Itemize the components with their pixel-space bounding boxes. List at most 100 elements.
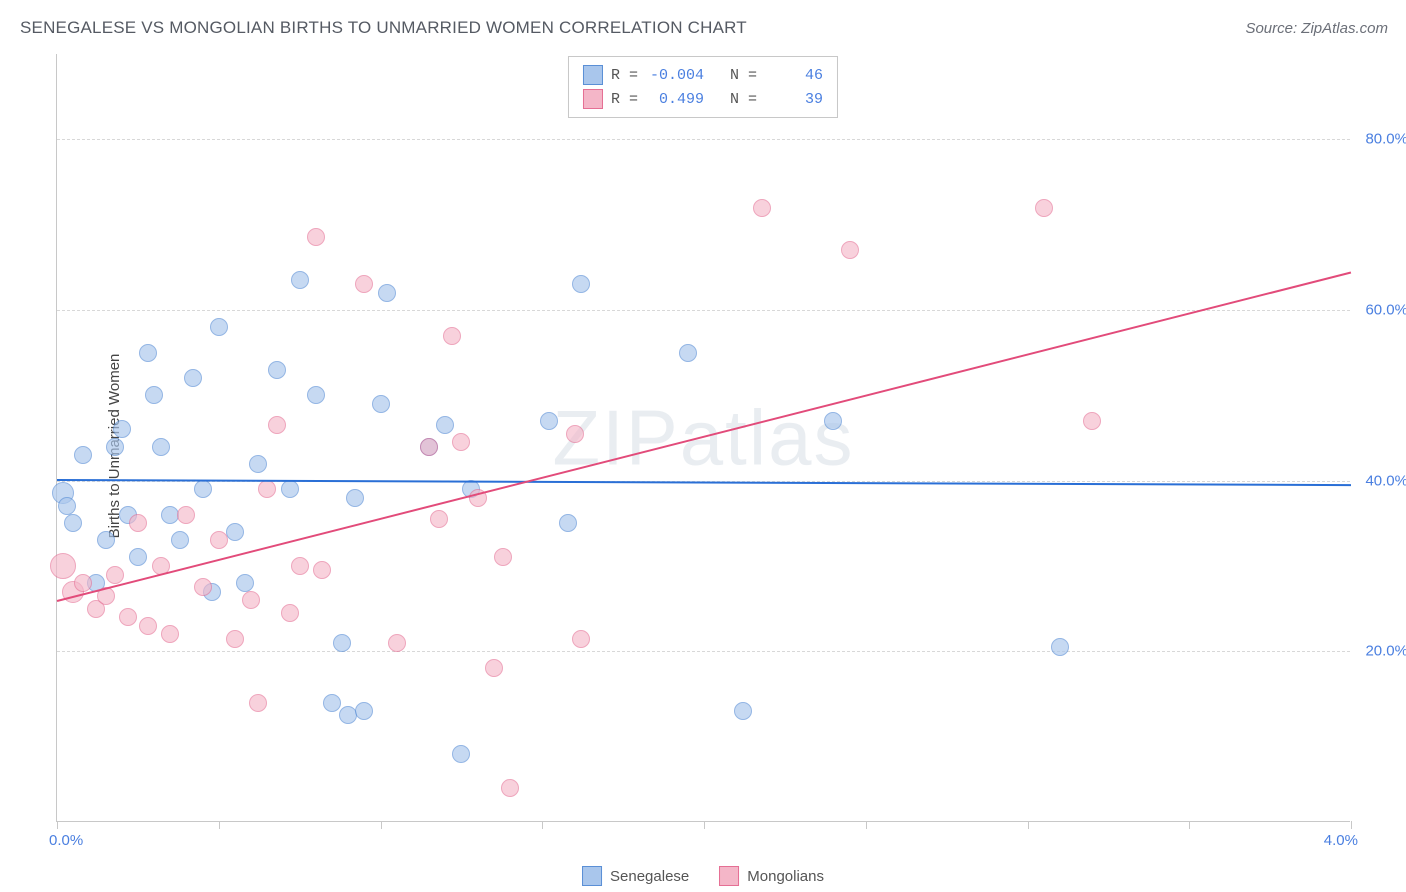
stats-n-value-mongolians: 39	[765, 91, 823, 108]
scatter-point	[430, 510, 448, 528]
scatter-point	[372, 395, 390, 413]
scatter-point	[152, 438, 170, 456]
legend-item-mongolians: Mongolians	[719, 866, 824, 886]
y-tick-label: 60.0%	[1358, 302, 1406, 319]
scatter-point	[753, 199, 771, 217]
scatter-point	[1035, 199, 1053, 217]
stats-n-label: N =	[730, 67, 757, 84]
stats-n-value-senegalese: 46	[765, 67, 823, 84]
stats-r-label: R =	[611, 91, 638, 108]
x-tick	[542, 821, 543, 829]
chart-plot-area: ZIPatlas 20.0%40.0%60.0%80.0% 0.0% 4.0%	[56, 54, 1350, 822]
scatter-point	[281, 604, 299, 622]
scatter-point	[281, 480, 299, 498]
scatter-point	[540, 412, 558, 430]
correlation-stats-box: R = -0.004 N = 46 R = 0.499 N = 39	[568, 56, 838, 118]
scatter-point	[501, 779, 519, 797]
scatter-point	[485, 659, 503, 677]
scatter-point	[58, 497, 76, 515]
stats-r-value-senegalese: -0.004	[646, 67, 704, 84]
scatter-point	[1083, 412, 1101, 430]
scatter-point	[226, 630, 244, 648]
scatter-point	[106, 566, 124, 584]
x-axis-min-label: 0.0%	[49, 832, 83, 849]
stats-row-senegalese: R = -0.004 N = 46	[583, 63, 823, 87]
x-tick	[1189, 821, 1190, 829]
trend-line	[57, 272, 1351, 602]
scatter-point	[355, 702, 373, 720]
x-axis-max-label: 4.0%	[1324, 832, 1358, 849]
scatter-point	[268, 416, 286, 434]
x-tick	[1028, 821, 1029, 829]
scatter-point	[236, 574, 254, 592]
scatter-point	[177, 506, 195, 524]
scatter-point	[226, 523, 244, 541]
scatter-point	[355, 275, 373, 293]
scatter-point	[443, 327, 461, 345]
gridline-h	[57, 139, 1350, 140]
legend-swatch-senegalese	[582, 866, 602, 886]
legend-swatch-mongolians	[719, 866, 739, 886]
scatter-point	[210, 531, 228, 549]
scatter-point	[291, 557, 309, 575]
scatter-point	[119, 608, 137, 626]
page-root: SENEGALESE VS MONGOLIAN BIRTHS TO UNMARR…	[0, 0, 1406, 892]
scatter-point	[161, 625, 179, 643]
scatter-point	[97, 531, 115, 549]
scatter-point	[74, 446, 92, 464]
scatter-point	[841, 241, 859, 259]
scatter-point	[242, 591, 260, 609]
scatter-point	[559, 514, 577, 532]
scatter-point	[106, 438, 124, 456]
scatter-point	[452, 745, 470, 763]
scatter-point	[249, 455, 267, 473]
scatter-point	[307, 228, 325, 246]
stats-r-value-mongolians: 0.499	[646, 91, 704, 108]
scatter-point	[452, 433, 470, 451]
scatter-point	[420, 438, 438, 456]
scatter-point	[194, 480, 212, 498]
scatter-point	[210, 318, 228, 336]
scatter-point	[824, 412, 842, 430]
gridline-h	[57, 310, 1350, 311]
scatter-point	[184, 369, 202, 387]
scatter-point	[436, 416, 454, 434]
stats-r-label: R =	[611, 67, 638, 84]
gridline-h	[57, 651, 1350, 652]
legend-label-senegalese: Senegalese	[610, 868, 689, 885]
scatter-point	[313, 561, 331, 579]
legend-item-senegalese: Senegalese	[582, 866, 689, 886]
y-tick-label: 40.0%	[1358, 472, 1406, 489]
stats-row-mongolians: R = 0.499 N = 39	[583, 87, 823, 111]
scatter-point	[268, 361, 286, 379]
scatter-point	[572, 275, 590, 293]
scatter-point	[194, 578, 212, 596]
y-tick-label: 20.0%	[1358, 643, 1406, 660]
scatter-point	[64, 514, 82, 532]
scatter-point	[50, 553, 76, 579]
swatch-senegalese	[583, 65, 603, 85]
scatter-point	[139, 617, 157, 635]
scatter-point	[679, 344, 697, 362]
scatter-point	[145, 386, 163, 404]
x-tick	[219, 821, 220, 829]
swatch-mongolians	[583, 89, 603, 109]
scatter-point	[113, 420, 131, 438]
scatter-point	[171, 531, 189, 549]
stats-n-label: N =	[730, 91, 757, 108]
x-tick	[866, 821, 867, 829]
scatter-point	[307, 386, 325, 404]
scatter-point	[139, 344, 157, 362]
x-tick	[381, 821, 382, 829]
legend-label-mongolians: Mongolians	[747, 868, 824, 885]
scatter-point	[74, 574, 92, 592]
plot-canvas: 20.0%40.0%60.0%80.0%	[57, 54, 1350, 821]
scatter-point	[346, 489, 364, 507]
scatter-point	[566, 425, 584, 443]
scatter-point	[1051, 638, 1069, 656]
chart-title: SENEGALESE VS MONGOLIAN BIRTHS TO UNMARR…	[20, 18, 747, 38]
scatter-point	[258, 480, 276, 498]
scatter-point	[129, 514, 147, 532]
scatter-point	[291, 271, 309, 289]
scatter-point	[323, 694, 341, 712]
